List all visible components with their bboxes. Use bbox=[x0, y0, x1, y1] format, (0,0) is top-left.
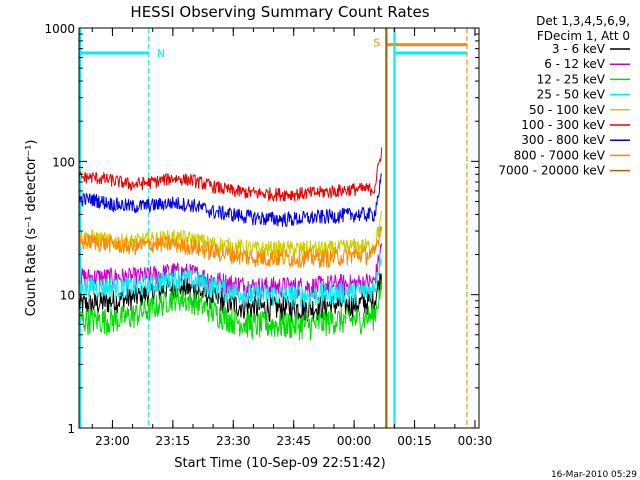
x-axis: 23:00 23:15 23:30 23:45 00:00 00:15 00:30 bbox=[91, 28, 493, 448]
legend: Det 1,3,4,5,6,9, FDecim 1, Att 0 3 - 6 k… bbox=[498, 14, 630, 178]
x-tick-label: 00:15 bbox=[397, 434, 432, 448]
x-tick-label: 00:30 bbox=[458, 434, 493, 448]
flag-label: S bbox=[373, 37, 380, 50]
series-line bbox=[78, 243, 383, 301]
legend-label: 6 - 12 keV bbox=[544, 57, 606, 71]
legend-label: 50 - 100 keV bbox=[529, 103, 606, 117]
y-tick-label: 100 bbox=[52, 155, 75, 169]
y-tick-label: 1000 bbox=[44, 22, 75, 36]
plot-frame bbox=[78, 27, 480, 429]
flag-label: N bbox=[157, 47, 165, 60]
series-line bbox=[78, 279, 383, 341]
legend-label: 25 - 50 keV bbox=[537, 88, 606, 102]
y-tick-label: 10 bbox=[60, 289, 75, 303]
timestamp: 16-Mar-2010 05:29 bbox=[551, 470, 637, 480]
chart-title: HESSI Observing Summary Count Rates bbox=[130, 3, 429, 21]
legend-label: 3 - 6 keV bbox=[552, 42, 606, 56]
legend-header-line-2: FDecim 1, Att 0 bbox=[537, 29, 630, 43]
legend-label: 12 - 25 keV bbox=[537, 72, 606, 86]
y-tick-label: 1 bbox=[67, 422, 75, 436]
legend-label: 7000 - 20000 keV bbox=[498, 164, 605, 178]
legend-label: 300 - 800 keV bbox=[521, 133, 605, 147]
legend-header-line-1: Det 1,3,4,5,6,9, bbox=[536, 14, 630, 28]
y-axis-label: Count Rate (s⁻¹ detector⁻¹) bbox=[24, 140, 39, 317]
series-line bbox=[78, 226, 383, 269]
series-line bbox=[78, 172, 383, 228]
series-line bbox=[78, 210, 383, 259]
x-tick-label: 23:45 bbox=[276, 434, 311, 448]
x-tick-label: 00:00 bbox=[337, 434, 372, 448]
series-line bbox=[78, 273, 383, 323]
y-axis: 1 10 100 1000 bbox=[44, 22, 479, 436]
series-line bbox=[78, 147, 383, 203]
x-axis-label: Start Time (10-Sep-09 22:51:42) bbox=[174, 456, 385, 471]
series-line bbox=[78, 253, 383, 309]
legend-label: 100 - 300 keV bbox=[521, 118, 605, 132]
x-tick-label: 23:15 bbox=[156, 434, 191, 448]
x-tick-label: 23:30 bbox=[216, 434, 251, 448]
legend-label: 800 - 7000 keV bbox=[514, 148, 606, 162]
x-tick-label: 23:00 bbox=[95, 434, 130, 448]
plot-area: NS bbox=[78, 28, 468, 428]
